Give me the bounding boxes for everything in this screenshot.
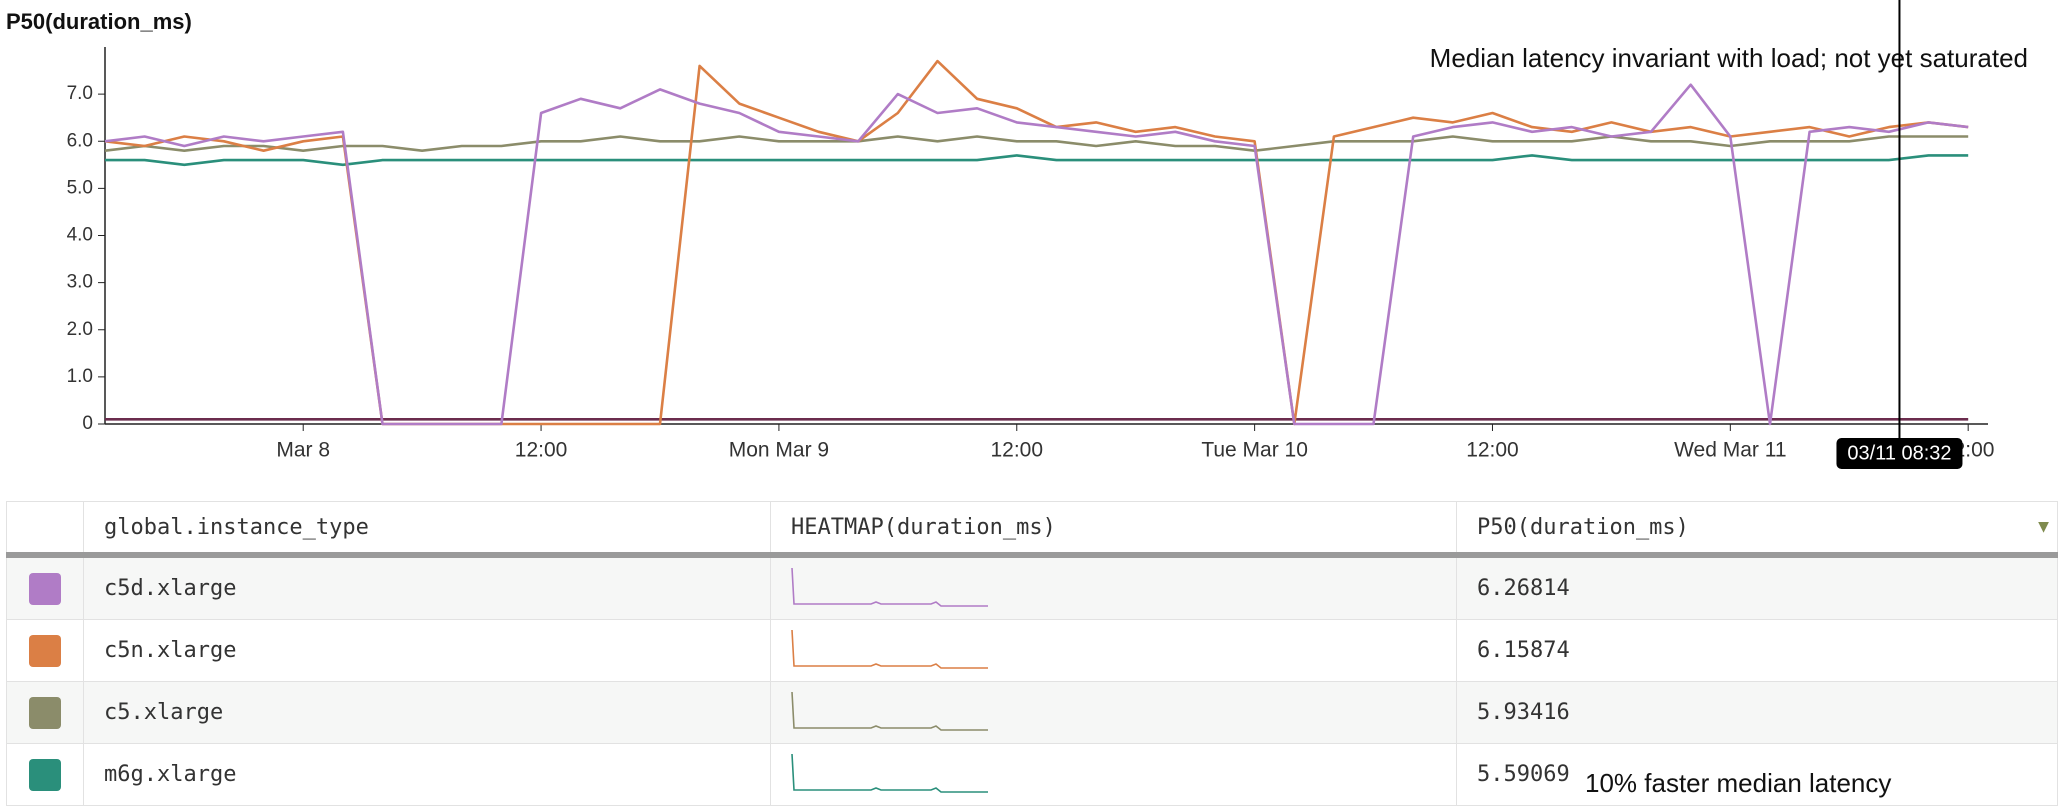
series-line	[105, 154, 1969, 167]
x-tick-label: 12:00	[1466, 439, 1519, 462]
y-tick-label: 3.0	[67, 272, 93, 293]
sparkline-path	[791, 753, 988, 793]
y-tick-label: 7.0	[67, 83, 93, 104]
header-text: P50(duration_ms)	[1477, 514, 1689, 540]
heatmap-sparkline	[791, 753, 988, 793]
table-body: c5d.xlarge 6.26814 c5n.xlarge 6.15874 c5.xla…	[6, 554, 2058, 806]
color-swatch	[29, 758, 61, 791]
p50-value: 5.59069	[1456, 743, 2058, 806]
cursor-tooltip: 03/11 08:32	[1847, 442, 1951, 464]
heatmap-sparkline	[791, 629, 988, 669]
x-tick-label: 12:00	[515, 439, 568, 462]
x-tick-label: 12:00	[990, 439, 1043, 462]
chart: P50(duration_ms) Median latency invarian…	[6, 0, 2028, 469]
x-tick-label: Mar 8	[276, 439, 330, 462]
x-tick-label: Wed Mar 11	[1674, 439, 1786, 462]
heatmap-cell	[770, 743, 1457, 806]
y-tick-label: 2.0	[67, 319, 93, 340]
results-table: global.instance_type HEATMAP(duration_ms…	[6, 501, 2058, 806]
sparkline-path	[791, 567, 988, 607]
series-line	[104, 59, 1969, 426]
instance-type: c5n.xlarge	[83, 619, 771, 682]
sort-indicator[interactable]: ▼	[2038, 516, 2049, 537]
y-tick-label: 1.0	[67, 366, 93, 387]
table-row[interactable]: c5.xlarge 5.93416	[6, 681, 2058, 744]
column-header[interactable]: P50(duration_ms) ▼	[1456, 501, 2058, 558]
heatmap-cell	[770, 619, 1457, 682]
y-tick-label: 5.0	[67, 177, 93, 198]
annotation: 10% faster median latency	[1585, 768, 1892, 798]
instance-type: m6g.xlarge	[83, 743, 771, 806]
p50-value: 6.15874	[1456, 619, 2058, 682]
color-swatch	[29, 634, 61, 667]
column-header[interactable]: HEATMAP(duration_ms)	[770, 501, 1457, 558]
y-tick-label: 4.0	[67, 225, 93, 246]
sparkline-path	[791, 629, 988, 669]
swatch-cell	[6, 743, 84, 806]
swatch-cell	[6, 681, 84, 744]
p50-value: 5.93416	[1456, 681, 2058, 744]
table-row[interactable]: c5n.xlarge 6.15874	[6, 619, 2058, 682]
chart-title: P50(duration_ms)	[6, 9, 192, 34]
y-tick-label: 6.0	[67, 130, 93, 151]
instance-type: c5d.xlarge	[83, 554, 771, 620]
color-swatch	[29, 696, 61, 729]
series-line	[104, 135, 1969, 152]
instance-type: c5.xlarge	[83, 681, 771, 744]
sparkline-path	[791, 691, 988, 731]
header-row: global.instance_type HEATMAP(duration_ms…	[6, 501, 2058, 558]
heatmap-cell	[770, 554, 1457, 620]
x-tick-label: Mon Mar 9	[729, 439, 829, 462]
swatch-header	[6, 501, 84, 558]
heatmap-cell	[770, 681, 1457, 744]
x-tick-label: Tue Mar 10	[1201, 439, 1308, 462]
p50-value: 6.26814	[1456, 554, 2058, 620]
column-header[interactable]: global.instance_type	[83, 501, 771, 558]
series-line	[104, 83, 1969, 426]
swatch-cell	[6, 554, 84, 620]
heatmap-sparkline	[791, 567, 988, 607]
color-swatch	[29, 572, 61, 605]
swatch-cell	[6, 619, 84, 682]
heatmap-sparkline	[791, 691, 988, 731]
annotation: Median latency invariant with load; not …	[1430, 43, 2028, 73]
cursor-tooltip-bg	[1836, 438, 1963, 469]
table-row[interactable]: m6g.xlarge 5.59069	[6, 743, 2058, 806]
y-tick-label: 0	[82, 413, 93, 434]
table-row[interactable]: c5d.xlarge 6.26814	[6, 554, 2058, 620]
